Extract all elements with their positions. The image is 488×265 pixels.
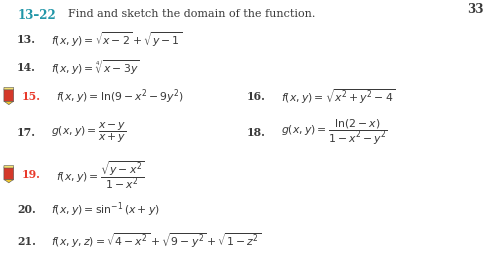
FancyBboxPatch shape xyxy=(4,87,14,90)
Text: 19.: 19. xyxy=(22,169,41,180)
Text: 13.: 13. xyxy=(17,34,36,45)
Text: 20.: 20. xyxy=(17,204,36,215)
Text: 33: 33 xyxy=(467,3,483,16)
Text: 14.: 14. xyxy=(17,62,36,73)
Text: $f(x, y) = \sqrt[4]{x - 3y}$: $f(x, y) = \sqrt[4]{x - 3y}$ xyxy=(51,58,140,77)
FancyBboxPatch shape xyxy=(4,167,14,180)
FancyBboxPatch shape xyxy=(4,166,14,168)
Text: $f(x, y) = \sin^{-1}(x + y)$: $f(x, y) = \sin^{-1}(x + y)$ xyxy=(51,200,160,219)
FancyBboxPatch shape xyxy=(4,89,14,102)
Text: $f(x, y) = \dfrac{\sqrt{y - x^2}}{1 - x^2}$: $f(x, y) = \dfrac{\sqrt{y - x^2}}{1 - x^… xyxy=(56,159,144,191)
Text: $f(x, y) = \ln(9 - x^2 - 9y^2)$: $f(x, y) = \ln(9 - x^2 - 9y^2)$ xyxy=(56,87,184,106)
Text: 15.: 15. xyxy=(22,91,41,102)
Text: $f(x, y, z) = \sqrt{4 - x^2} + \sqrt{9 - y^2} + \sqrt{1 - z^2}$: $f(x, y, z) = \sqrt{4 - x^2} + \sqrt{9 -… xyxy=(51,232,261,250)
Text: $g(x, y) = \dfrac{x - y}{x + y}$: $g(x, y) = \dfrac{x - y}{x + y}$ xyxy=(51,120,126,145)
Polygon shape xyxy=(4,101,13,105)
Text: $f(x, y) = \sqrt{x^2 + y^2 - 4}$: $f(x, y) = \sqrt{x^2 + y^2 - 4}$ xyxy=(281,87,395,106)
Text: $g(x, y) = \dfrac{\ln(2-x)}{1 - x^2 - y^2}$: $g(x, y) = \dfrac{\ln(2-x)}{1 - x^2 - y^… xyxy=(281,118,387,147)
Text: $f(x, y) = \sqrt{x-2} + \sqrt{y-1}$: $f(x, y) = \sqrt{x-2} + \sqrt{y-1}$ xyxy=(51,30,182,49)
Text: 18.: 18. xyxy=(246,127,265,138)
Text: Find and sketch the domain of the function.: Find and sketch the domain of the functi… xyxy=(68,9,315,19)
Polygon shape xyxy=(4,180,13,183)
Text: 21.: 21. xyxy=(17,236,36,247)
Text: 13–22: 13–22 xyxy=(17,9,56,22)
Text: 17.: 17. xyxy=(17,127,36,138)
Text: 16.: 16. xyxy=(246,91,265,102)
